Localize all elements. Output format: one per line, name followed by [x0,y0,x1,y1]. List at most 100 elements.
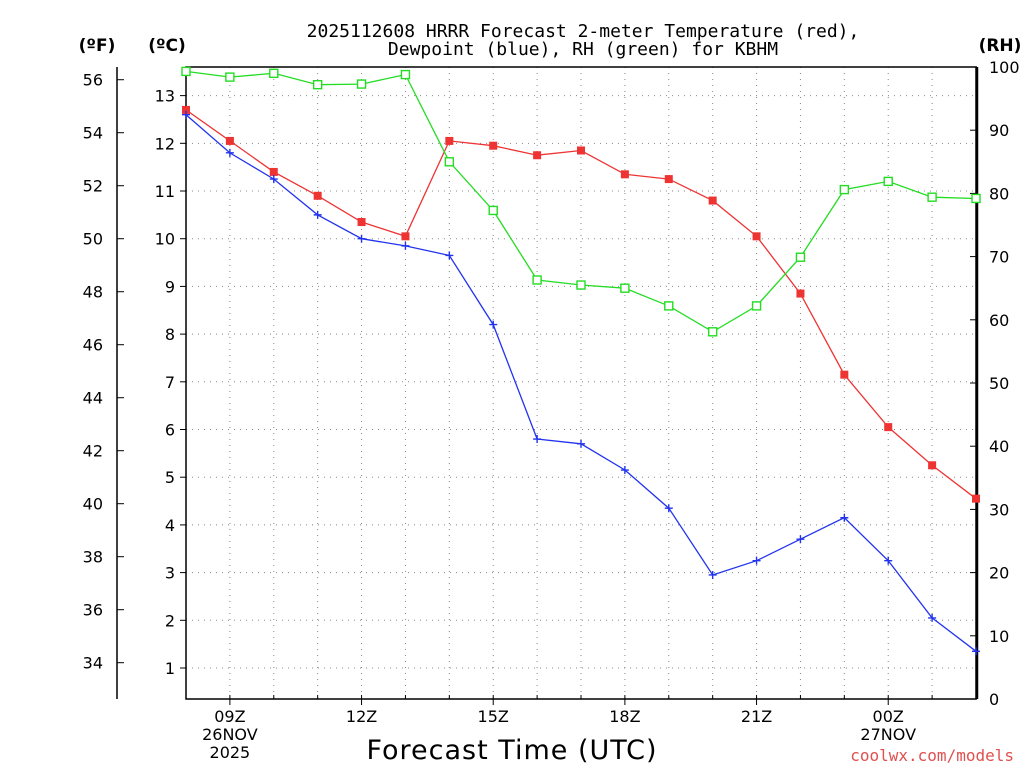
temperature-point [357,218,366,227]
rh-point [664,301,674,311]
x-tick-label: 26NOV [202,725,258,744]
fahrenheit-tick-label: 52 [83,177,103,196]
temperature-point [269,167,278,176]
dewpoint-point [445,251,454,260]
rh-tick-label: 30 [989,500,1009,519]
fahrenheit-tick-label: 48 [83,283,103,302]
dewpoint-point [752,556,761,565]
fahrenheit-tick-label: 34 [83,654,103,673]
rh-point [225,72,235,82]
celsius-tick-label: 5 [165,468,175,487]
credit-text: coolwx.com/models [850,746,1014,765]
dewpoint-point [664,504,673,513]
dewpoint-point [401,241,410,250]
rh-point [181,66,191,77]
fahrenheit-tick-label: 44 [83,389,103,408]
fahrenheit-tick-label: 38 [83,548,103,567]
dewpoint-point [577,439,585,448]
rh-point [269,68,279,79]
celsius-tick-label: 4 [165,516,175,535]
rh-unit-label: (RH) [979,36,1022,56]
x-axis-label: Forecast Time (UTC) [366,735,657,766]
temperature-point [708,196,717,205]
rh-point [883,176,893,187]
rh-point [312,79,323,90]
dewpoint-point [489,320,498,329]
fahrenheit-tick-label: 50 [83,230,103,249]
x-tick-label: 15Z [478,707,509,726]
celsius-tick-label: 11 [155,182,175,201]
chart-title-line-2: Dewpoint (blue), RH (green) for KBHM [388,39,778,60]
dewpoint-point [884,556,893,565]
temperature-point [182,105,190,114]
dewpoint-point [928,613,937,622]
x-tick-label: 2025 [210,743,251,762]
temperature-point [796,289,805,298]
temperature-series [182,105,980,503]
rh-tick-label: 60 [989,311,1009,330]
temperature-point [225,136,234,145]
dewpoint-point [269,175,278,184]
temperature-point [840,370,849,379]
temperature-point [664,175,673,184]
dewpoint-point [225,148,234,157]
rh-series [181,66,981,337]
celsius-tick-label: 6 [165,421,175,440]
temperature-point [577,146,585,155]
temperature-point [928,461,937,470]
temperature-point [884,423,893,432]
dewpoint-point [620,466,629,475]
rh-tick-label: 0 [989,690,999,709]
data-series [181,66,981,656]
dewpoint-point [182,110,190,119]
dewpoint-point [533,435,542,444]
celsius-tick-label: 2 [165,611,175,630]
fahrenheit-tick-label: 40 [83,495,103,514]
x-tick-label: 12Z [346,707,377,726]
x-tick-label: 00Z [873,707,904,726]
dewpoint-point [840,513,849,522]
rh-point [532,275,542,285]
celsius-tick-label: 8 [165,325,175,344]
temperature-point [752,232,761,241]
celsius-unit-label: (ºC) [148,36,186,56]
dewpoint-point [708,570,717,579]
rh-point [576,280,586,290]
x-tick-label: 09Z [214,707,245,726]
fahrenheit-tick-label: 54 [83,124,103,143]
temperature-point [489,141,498,150]
celsius-tick-label: 10 [155,230,175,249]
rh-point [839,184,850,195]
dewpoint-point [972,647,980,656]
fahrenheit-unit-label: (ºF) [79,36,116,56]
celsius-tick-label: 13 [155,87,175,106]
celsius-tick-label: 3 [165,564,175,583]
temperature-point [445,136,454,145]
temperature-point [972,494,980,503]
fahrenheit-tick-label: 46 [83,336,103,355]
rh-tick-label: 70 [989,248,1009,267]
rh-point [356,79,367,89]
rh-tick-label: 90 [989,121,1009,140]
rh-point [751,301,762,311]
fahrenheit-tick-label: 56 [83,71,103,90]
dewpoint-series [182,110,980,656]
celsius-tick-label: 1 [165,659,175,678]
dewpoint-point [357,234,366,243]
rh-point [971,193,981,204]
rh-point [707,327,718,337]
celsius-tick-label: 9 [165,277,175,296]
temperature-point [313,191,322,200]
chart-title-line-1: 2025112608 HRRR Forecast 2-meter Tempera… [307,21,860,42]
rh-point [444,157,455,167]
rh-tick-label: 100 [989,58,1020,77]
fahrenheit-tick-label: 36 [83,601,103,620]
rh-tick-label: 10 [989,627,1009,646]
rh-point [620,283,630,293]
rh-tick-label: 20 [989,564,1009,583]
celsius-tick-label: 7 [165,373,175,392]
temperature-point [401,232,410,241]
x-tick-label: 21Z [741,707,772,726]
rh-point [488,205,498,216]
